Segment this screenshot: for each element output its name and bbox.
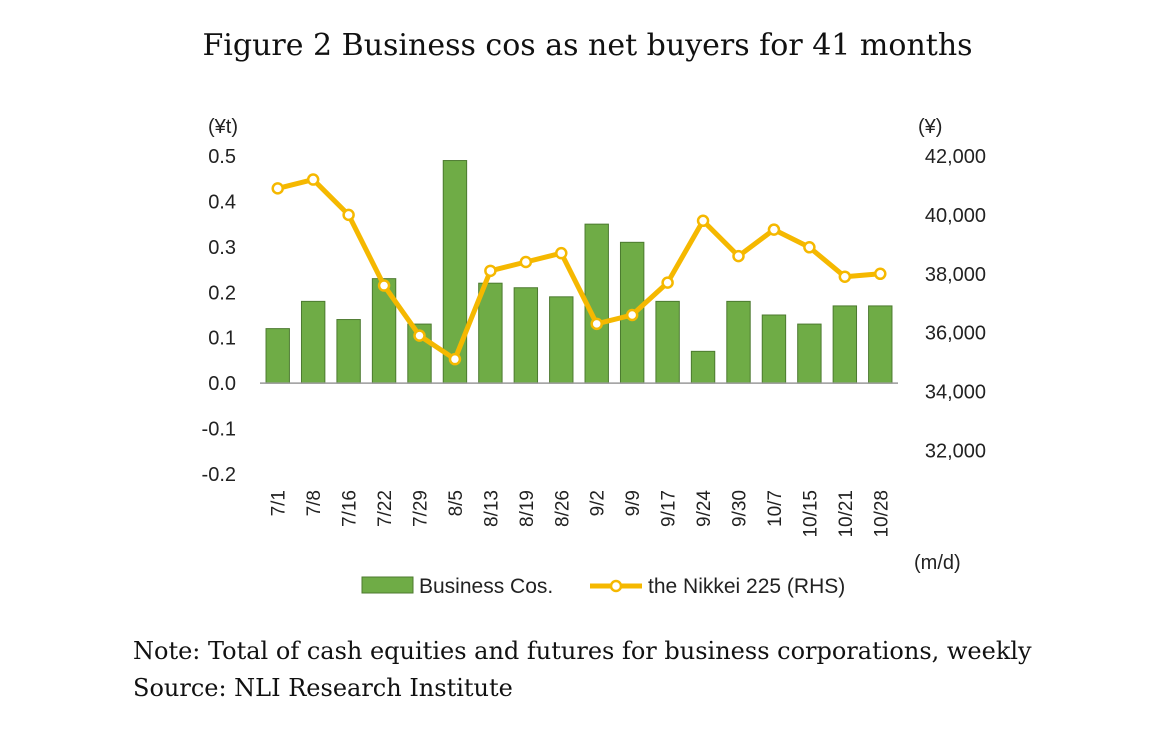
nikkei-point-9-2 <box>590 317 603 331</box>
x-tick-label: 7/29 <box>411 490 432 527</box>
legend-bar-label: Business Cos. <box>419 575 553 598</box>
legend: Business Cos. the Nikkei 225 (RHS) <box>361 575 845 598</box>
bar-7-16 <box>336 319 361 384</box>
nikkei-point-9-17 <box>661 276 674 289</box>
nikkei-point-8-19 <box>519 255 533 269</box>
bar-9-24 <box>690 350 716 384</box>
x-tick-label: 9/9 <box>623 490 644 516</box>
nikkei-point-8-5 <box>448 352 462 366</box>
x-axis-ticks: 7/1 7/8 7/16 7/22 7/29 8/5 8/13 8/19 8/26 9/2 9/9 9… <box>269 490 893 538</box>
x-tick-label: 9/24 <box>694 490 715 527</box>
x-tick-label: 10/28 <box>871 490 892 538</box>
x-tick-label: 10/15 <box>800 490 821 538</box>
x-tick-label: 9/30 <box>730 490 751 527</box>
right-tick-label: 32,000 <box>925 440 986 462</box>
left-tick-label: 0.4 <box>208 191 236 213</box>
legend-line-label: the Nikkei 225 (RHS) <box>648 575 845 598</box>
right-tick-label: 38,000 <box>925 264 986 286</box>
bar-series <box>265 160 893 384</box>
bar-8-5 <box>442 160 468 384</box>
x-tick-label: 9/17 <box>659 490 680 527</box>
x-tick-label: 7/1 <box>269 490 290 516</box>
bar-7-8 <box>300 300 326 384</box>
line-series <box>271 173 887 366</box>
nikkei-line <box>277 177 881 362</box>
nikkei-point-8-13 <box>484 264 497 278</box>
legend-bar-swatch <box>361 576 414 594</box>
nikkei-point-10-28 <box>874 267 887 281</box>
nikkei-point-9-30 <box>732 249 745 263</box>
nikkei-point-10-21 <box>838 270 852 283</box>
nikkei-point-7-8 <box>306 173 320 186</box>
chart-title: Figure 2 Business cos as net buyers for … <box>202 28 973 63</box>
bar-8-26 <box>549 296 574 384</box>
left-tick-label: 0.0 <box>208 373 236 395</box>
x-tick-label: 10/21 <box>836 490 857 538</box>
legend-line-marker <box>609 579 623 593</box>
nikkei-point-8-26 <box>555 246 568 260</box>
left-tick-label: 0.2 <box>208 282 236 304</box>
left-tick-label: 0.3 <box>208 237 236 259</box>
x-tick-label: 8/19 <box>517 490 538 527</box>
nikkei-point-7-29 <box>413 329 426 342</box>
right-axis-ticks: 42,000 40,000 38,000 36,000 34,000 32,000 <box>925 146 986 462</box>
nikkei-point-10-7 <box>767 223 781 236</box>
x-axis-unit: (m/d) <box>914 552 961 574</box>
x-tick-label: 9/2 <box>588 490 609 516</box>
bar-10-15 <box>797 323 822 384</box>
nikkei-point-9-9 <box>625 308 639 322</box>
x-tick-label: 8/13 <box>481 490 502 527</box>
left-tick-label: 0.1 <box>208 328 236 350</box>
right-axis-unit: (¥) <box>918 116 942 138</box>
x-tick-label: 8/5 <box>446 490 467 516</box>
x-tick-label: 8/26 <box>552 490 573 527</box>
left-tick-label: -0.1 <box>202 419 236 441</box>
bar-10-21 <box>832 305 858 384</box>
right-tick-label: 36,000 <box>925 323 986 345</box>
left-axis-unit: (¥t) <box>208 116 238 138</box>
bar-10-28 <box>868 305 893 384</box>
bar-8-19 <box>513 287 539 384</box>
left-tick-label: -0.2 <box>202 464 236 486</box>
nikkei-point-9-24 <box>696 214 710 228</box>
nikkei-point-7-16 <box>342 208 355 222</box>
nikkei-point-10-15 <box>803 241 816 254</box>
x-tick-label: 7/8 <box>304 490 325 516</box>
bar-9-17 <box>655 300 680 384</box>
right-tick-label: 42,000 <box>925 146 986 168</box>
x-tick-label: 7/16 <box>340 490 361 527</box>
bar-10-7 <box>761 314 787 384</box>
bar-7-1 <box>265 328 290 384</box>
chart-source: Source: NLI Research Institute <box>133 674 513 702</box>
left-tick-label: 0.5 <box>208 146 236 168</box>
x-tick-label: 10/7 <box>765 490 786 527</box>
bar-9-30 <box>726 300 751 384</box>
chart-note: Note: Total of cash equities and futures… <box>133 637 1032 665</box>
bar-8-13 <box>478 282 503 384</box>
nikkei-point-7-1 <box>271 182 284 195</box>
right-tick-label: 40,000 <box>925 205 986 227</box>
x-tick-label: 7/22 <box>375 490 396 527</box>
nikkei-point-7-22 <box>377 279 391 292</box>
right-tick-label: 34,000 <box>925 382 986 404</box>
left-axis-ticks: 0.5 0.4 0.3 0.2 0.1 0.0 -0.1 -0.2 <box>202 146 236 486</box>
